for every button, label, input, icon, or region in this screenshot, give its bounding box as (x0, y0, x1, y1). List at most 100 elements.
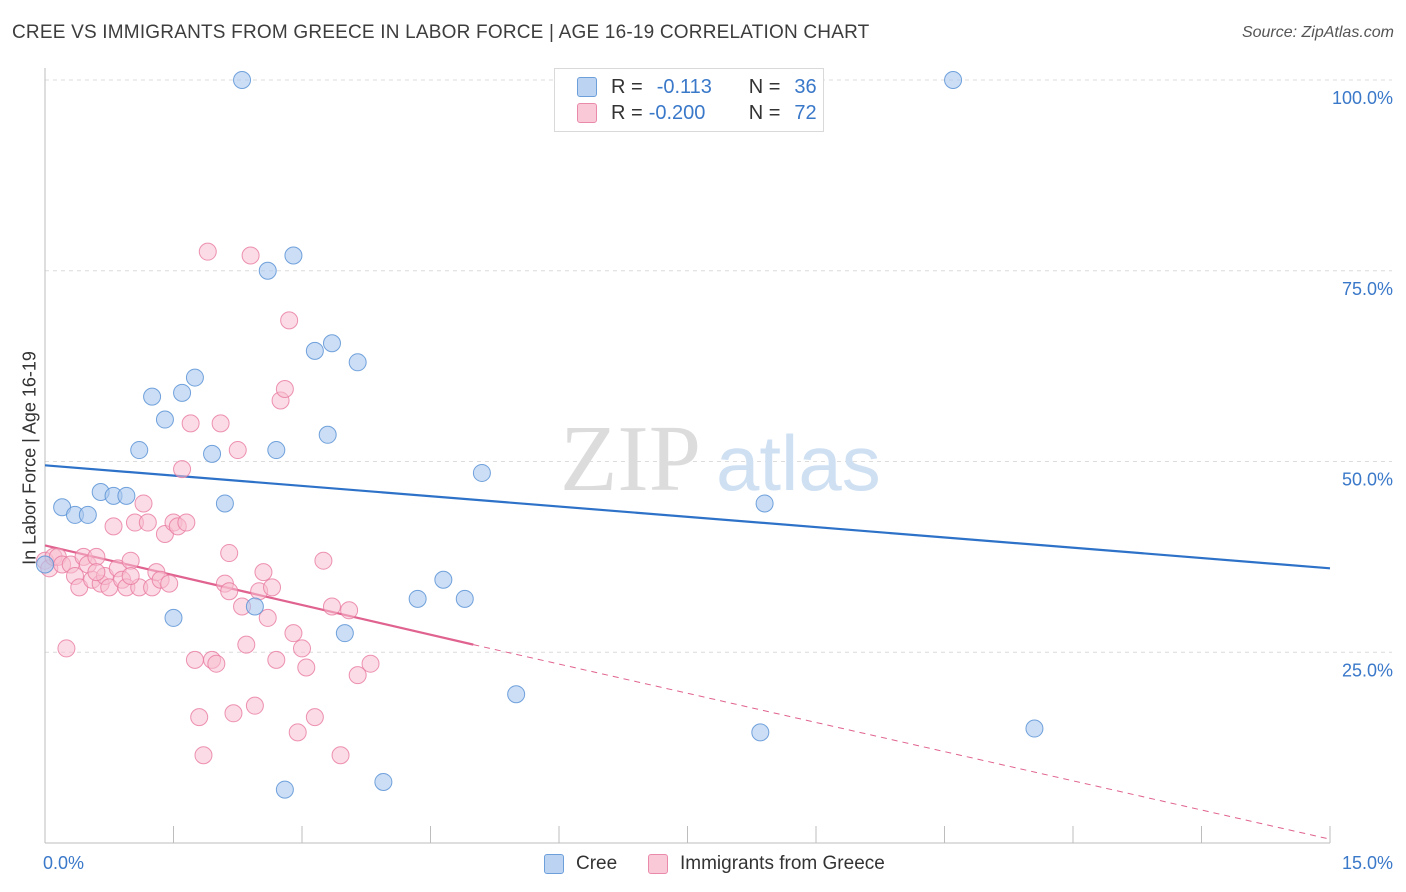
bottom-greece-label: Immigrants from Greece (680, 853, 885, 874)
greece-point (305, 708, 324, 727)
greece-point (280, 311, 299, 330)
greece-point (134, 494, 153, 513)
y-tick-label: 25.0% (1342, 660, 1393, 680)
y-tick-label: 75.0% (1342, 279, 1393, 299)
cree-point (1025, 719, 1044, 738)
greece-point (263, 578, 282, 597)
watermark-atlas: atlas (716, 419, 881, 507)
greece-point (340, 601, 359, 620)
cree-point (318, 425, 337, 444)
axes (44, 68, 1331, 844)
greece-r-label: R = (611, 101, 643, 124)
greece-point (361, 654, 380, 673)
cree-point (203, 444, 222, 463)
cree-r-value: -0.113 (656, 75, 712, 98)
greece-r-value: -0.200 (648, 101, 706, 124)
bottom-greece-swatch (648, 854, 668, 874)
cree-point (185, 368, 204, 387)
watermark-zip: ZIP (560, 407, 701, 511)
cree-swatch (577, 77, 597, 97)
source-label: Source: ZipAtlas.com (1241, 24, 1394, 41)
greece-point (228, 441, 247, 460)
greece-point (104, 517, 123, 536)
cree-point (335, 624, 354, 643)
legend-row-cree: R = -0.113 N = 36 (577, 75, 817, 99)
cree-n-value: 36 (794, 75, 817, 98)
cree-point (143, 387, 162, 406)
cree-point (173, 383, 192, 402)
greece-point (173, 460, 192, 479)
greece-point (121, 566, 140, 585)
cree-point (36, 555, 54, 574)
bottom-legend-greece: Immigrants from Greece (648, 852, 885, 876)
cree-point (944, 71, 963, 89)
greece-swatch (577, 103, 597, 123)
cree-point (408, 589, 427, 608)
stats-legend: R = -0.113 N = 36 R = -0.200 N = 72 (554, 68, 824, 132)
cree-point (455, 589, 474, 608)
grid-lines (45, 79, 1392, 653)
cree-point (164, 608, 183, 627)
greece-trend-extension (473, 644, 1331, 840)
cree-point (233, 71, 252, 89)
greece-point (348, 666, 367, 685)
greece-point (207, 654, 226, 673)
cree-point (348, 353, 367, 372)
cree-point (322, 334, 341, 353)
greece-point (258, 608, 277, 627)
greece-points (36, 242, 380, 765)
greece-point (181, 414, 200, 433)
bottom-cree-label: Cree (576, 853, 618, 874)
cree-point (275, 780, 294, 799)
bottom-cree-swatch (544, 854, 564, 874)
cree-point (284, 246, 303, 265)
y-tick-label: 50.0% (1342, 470, 1393, 490)
greece-n-label: N = (748, 101, 781, 124)
greece-point (87, 547, 106, 566)
greece-point (190, 708, 209, 727)
greece-point (241, 246, 260, 265)
greece-point (314, 551, 333, 570)
greece-point (224, 704, 243, 723)
legend-row-greece: R = -0.200 N = 72 (577, 101, 817, 125)
cree-trend-line (44, 464, 1331, 570)
greece-point (220, 582, 239, 601)
cree-point (78, 505, 97, 524)
cree-point (267, 441, 286, 460)
cree-point (130, 441, 149, 460)
cree-point (215, 494, 234, 513)
cree-point (434, 570, 453, 589)
greece-point (87, 563, 106, 582)
greece-point (245, 696, 264, 715)
cree-point (751, 723, 770, 742)
cree-point (472, 463, 491, 482)
greece-point (220, 544, 239, 563)
greece-point (267, 650, 286, 669)
greece-point (185, 650, 204, 669)
cree-point (245, 597, 264, 616)
x-tick-label: 15.0% (1342, 853, 1393, 873)
cree-r-label: R = (611, 75, 643, 98)
greece-point (288, 723, 307, 742)
bottom-legend-cree: Cree (544, 852, 617, 876)
greece-point (194, 746, 213, 765)
greece-point (138, 513, 157, 532)
greece-point (293, 639, 311, 658)
tick-labels: 25.0% 50.0% 75.0% 100.0% 0.0% 15.0% (43, 88, 1393, 873)
cree-point (155, 410, 174, 429)
x-tick-label: 0.0% (43, 853, 84, 873)
greece-point (331, 746, 350, 765)
greece-point (275, 380, 294, 399)
greece-point (160, 574, 179, 593)
y-axis-label: In Labor Force | Age 16-19 (19, 351, 40, 565)
cree-points (36, 71, 1044, 799)
greece-n-value: 72 (794, 101, 817, 124)
greece-point (322, 597, 341, 616)
greece-point (57, 639, 76, 658)
cree-point (258, 261, 277, 280)
greece-point (284, 624, 303, 643)
greece-point (254, 563, 273, 582)
zipatlas-watermark: ZIP atlas (560, 407, 881, 511)
cree-n-label: N = (748, 75, 781, 98)
y-tick-label: 100.0% (1332, 88, 1393, 108)
